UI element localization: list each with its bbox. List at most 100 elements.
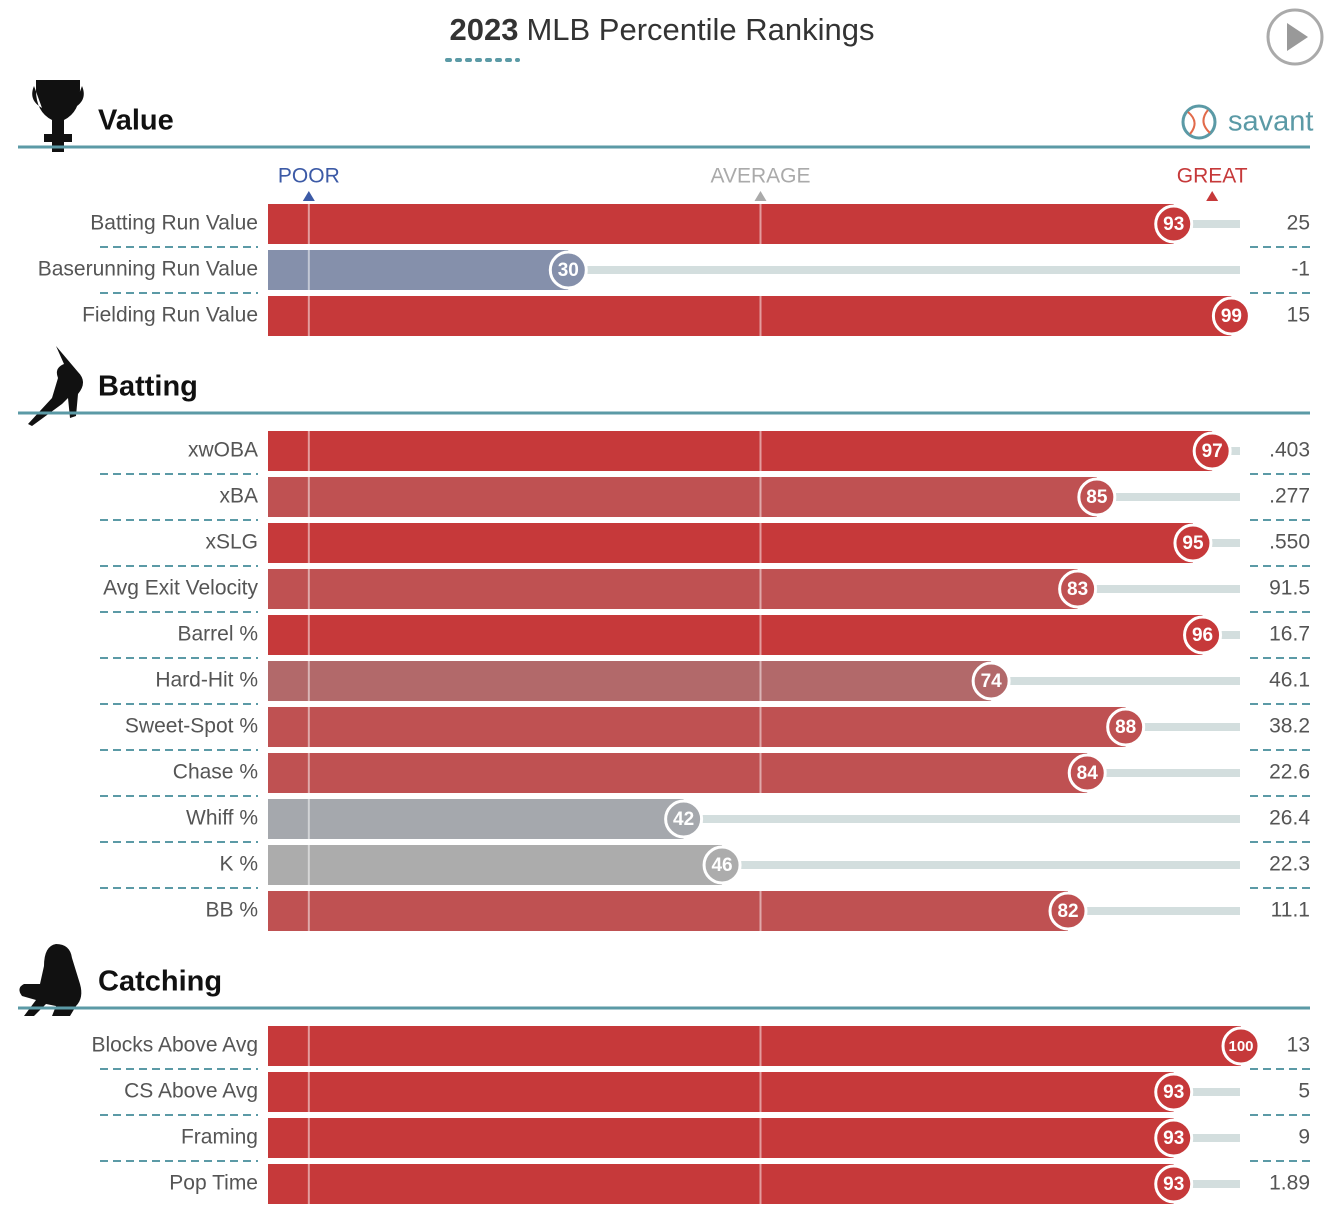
track — [1192, 539, 1240, 547]
bar — [268, 661, 992, 701]
stat-value: 13 — [1287, 1034, 1310, 1057]
row-label: Barrel % — [177, 623, 258, 646]
track — [722, 861, 1240, 869]
track — [1173, 220, 1240, 228]
row-label: Blocks Above Avg — [91, 1034, 258, 1057]
stat-value: 15 — [1287, 304, 1310, 327]
play-button[interactable] — [1266, 8, 1324, 66]
section-icon — [28, 346, 83, 426]
percentile-label: 83 — [1067, 579, 1088, 600]
row-label: xSLG — [205, 531, 258, 554]
percentile-label: 100 — [1228, 1038, 1253, 1055]
bar — [268, 845, 723, 885]
bar — [268, 296, 1232, 336]
percentile-circle — [1154, 1164, 1194, 1204]
section-title: Catching — [98, 966, 222, 998]
logo-ball — [1181, 104, 1217, 140]
logo-seams — [1187, 109, 1211, 135]
percentile-label: 42 — [673, 809, 694, 830]
percentile-label: 97 — [1202, 441, 1223, 462]
stat-value: 25 — [1287, 212, 1310, 235]
percentile-circle — [1058, 569, 1098, 609]
percentile-label: 93 — [1163, 1128, 1184, 1149]
bar — [268, 707, 1126, 747]
bar — [268, 523, 1193, 563]
track — [1087, 769, 1240, 777]
percentile-label: 99 — [1221, 306, 1242, 327]
percentile-circle — [1192, 431, 1232, 471]
percentile-circle — [1154, 1118, 1194, 1158]
section-icon — [19, 944, 82, 1016]
bar — [268, 204, 1174, 244]
row-label: Chase % — [173, 761, 258, 784]
percentile-circle — [548, 250, 588, 290]
stat-value: 16.7 — [1269, 623, 1310, 646]
track — [991, 677, 1240, 685]
bar — [268, 753, 1088, 793]
stat-value: 22.3 — [1269, 853, 1310, 876]
row-label: xwOBA — [188, 439, 258, 462]
stat-value: 46.1 — [1269, 669, 1310, 692]
track — [1173, 1134, 1240, 1142]
scale-marker — [302, 191, 315, 201]
row-label: Avg Exit Velocity — [103, 577, 258, 600]
percentile-circle — [1173, 523, 1213, 563]
bar — [268, 477, 1097, 517]
row-label: Hard-Hit % — [155, 669, 258, 692]
track — [1096, 493, 1240, 501]
title-text: MLB Percentile Rankings — [526, 12, 874, 47]
scale-marker — [1206, 191, 1219, 201]
bar — [268, 569, 1078, 609]
stat-value: 91.5 — [1269, 577, 1310, 600]
percentile-circle — [1211, 296, 1251, 336]
percentile-label: 84 — [1077, 763, 1099, 784]
chart-title: 2023 MLB Percentile Rankings — [449, 12, 874, 47]
percentile-circle — [1154, 204, 1194, 244]
row-label: BB % — [205, 899, 258, 922]
bar — [268, 891, 1069, 931]
percentile-label: 85 — [1086, 487, 1108, 508]
percentile-label: 95 — [1182, 533, 1204, 554]
bar — [268, 1072, 1174, 1112]
percentile-circle — [1067, 753, 1107, 793]
track — [683, 815, 1240, 823]
row-label: Baserunning Run Value — [38, 258, 258, 281]
stat-value: 11.1 — [1271, 899, 1310, 922]
title-year: 2023 — [449, 12, 518, 47]
row-label: Whiff % — [186, 807, 258, 830]
percentile-label: 93 — [1163, 1082, 1184, 1103]
play-icon[interactable] — [1287, 23, 1308, 51]
section-icon — [32, 80, 84, 152]
track — [1077, 585, 1240, 593]
track — [1173, 1088, 1240, 1096]
bar — [268, 799, 684, 839]
bar — [268, 615, 1203, 655]
row-label: Fielding Run Value — [82, 304, 258, 327]
percentile-label: 30 — [558, 260, 579, 281]
percentile-label: 93 — [1163, 214, 1184, 235]
row-label: Framing — [181, 1126, 258, 1149]
stat-value: -1 — [1291, 258, 1310, 281]
percentile-circle — [1183, 615, 1223, 655]
row-label: K % — [219, 853, 258, 876]
percentile-label: 96 — [1192, 625, 1213, 646]
percentile-circle — [1077, 477, 1117, 517]
stat-value: 38.2 — [1269, 715, 1310, 738]
percentile-label: 74 — [981, 671, 1003, 692]
row-label: Pop Time — [169, 1172, 258, 1195]
stat-value: 26.4 — [1269, 807, 1310, 830]
track — [1125, 723, 1240, 731]
percentile-label: 46 — [711, 855, 732, 876]
stat-value: 5 — [1298, 1080, 1310, 1103]
stat-value: .403 — [1269, 439, 1310, 462]
savant-logo: savant — [1181, 104, 1313, 140]
scale-label: AVERAGE — [711, 165, 811, 188]
percentile-circle — [1106, 707, 1146, 747]
row-label: CS Above Avg — [124, 1080, 258, 1103]
track — [1173, 1180, 1240, 1188]
brand: savant — [1228, 106, 1313, 138]
bar — [268, 1118, 1174, 1158]
percentile-label: 82 — [1057, 901, 1078, 922]
bar — [268, 250, 569, 290]
